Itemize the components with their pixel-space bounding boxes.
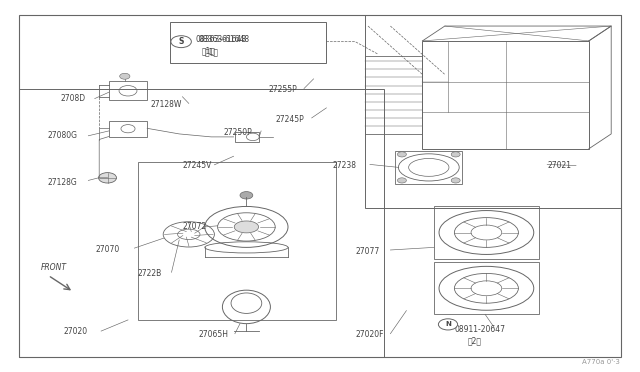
Text: 27077: 27077 xyxy=(355,247,380,256)
Text: 27238: 27238 xyxy=(333,161,357,170)
Text: 27070: 27070 xyxy=(96,245,120,254)
Text: 27245P: 27245P xyxy=(275,115,304,124)
Text: 27020: 27020 xyxy=(64,327,88,336)
Text: 08911-20647: 08911-20647 xyxy=(454,325,506,334)
Text: 27250P: 27250P xyxy=(224,128,253,137)
Circle shape xyxy=(397,178,406,183)
Circle shape xyxy=(451,178,460,183)
Circle shape xyxy=(397,152,406,157)
Circle shape xyxy=(120,73,130,79)
Text: 27080G: 27080G xyxy=(48,131,78,140)
Text: 27128W: 27128W xyxy=(150,100,182,109)
Text: FRONT: FRONT xyxy=(40,263,67,272)
Text: （1）: （1） xyxy=(205,48,219,57)
Text: （1）: （1） xyxy=(202,47,216,56)
Circle shape xyxy=(240,192,253,199)
Text: 27128G: 27128G xyxy=(48,178,77,187)
Text: 27245V: 27245V xyxy=(182,161,212,170)
Text: 2708D: 2708D xyxy=(61,94,86,103)
Ellipse shape xyxy=(234,221,259,233)
Text: 27072: 27072 xyxy=(182,222,207,231)
FancyBboxPatch shape xyxy=(170,22,326,63)
Text: S: S xyxy=(179,37,184,46)
Text: 2722B: 2722B xyxy=(138,269,162,278)
Text: 27065H: 27065H xyxy=(198,330,228,339)
Text: A770a 0'·3: A770a 0'·3 xyxy=(582,359,620,365)
Circle shape xyxy=(451,152,460,157)
Text: 08363-61648: 08363-61648 xyxy=(198,35,250,44)
Text: 27020F: 27020F xyxy=(355,330,384,339)
Text: 08363-61648: 08363-61648 xyxy=(196,35,247,44)
Text: 27255P: 27255P xyxy=(269,85,298,94)
Text: （2）: （2） xyxy=(467,336,481,345)
Text: 27021: 27021 xyxy=(547,161,572,170)
Circle shape xyxy=(438,319,458,330)
Text: N: N xyxy=(445,321,451,327)
Circle shape xyxy=(171,36,191,48)
Circle shape xyxy=(99,173,116,183)
